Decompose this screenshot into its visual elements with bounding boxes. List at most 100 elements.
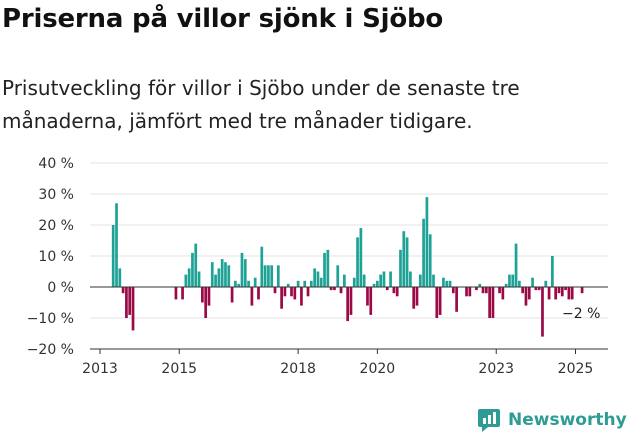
bar: [544, 280, 548, 287]
bar: [359, 228, 363, 287]
bars: [111, 197, 584, 337]
bar: [442, 277, 445, 287]
bar: [488, 287, 491, 318]
bar: [554, 287, 558, 300]
bar: [128, 287, 132, 315]
bar: [508, 274, 511, 287]
bar: [428, 234, 432, 287]
bar: [276, 265, 280, 287]
y-tick-label: 40 %: [38, 156, 74, 172]
bar: [283, 287, 287, 297]
bar: [230, 287, 234, 303]
bar: [257, 287, 260, 300]
bar: [478, 283, 482, 287]
bar: [402, 231, 406, 287]
bar: [121, 287, 125, 294]
bar: [273, 287, 277, 294]
bar: [214, 274, 217, 287]
gridlines: −20 % −10 % 0 % 10 % 20 % 30 % 40 %: [27, 156, 608, 358]
bar: [313, 268, 316, 287]
bar: [392, 287, 396, 294]
axes: 2013 2015 2018 2020 2023 2025: [82, 286, 608, 377]
bar: [425, 197, 429, 287]
bar: [531, 277, 534, 287]
bar: [220, 259, 224, 287]
bar: [253, 277, 257, 287]
bar: [465, 287, 468, 297]
bar: [445, 280, 449, 287]
bar: [349, 287, 353, 315]
bar: [207, 287, 211, 306]
bar: [481, 287, 485, 294]
bar: [224, 262, 227, 287]
bar: [547, 287, 551, 300]
bar: [527, 287, 531, 300]
bar: [194, 243, 198, 287]
bar: [475, 287, 478, 291]
bar: [184, 274, 188, 287]
bar: [511, 274, 515, 287]
bar: [369, 287, 373, 315]
bar: [379, 274, 383, 287]
bar: [356, 237, 359, 287]
bar: [352, 277, 356, 287]
bar: [296, 280, 300, 287]
logo-text: Newsworthy: [508, 410, 627, 430]
bar: [191, 252, 194, 287]
bar: [346, 287, 350, 322]
bar: [501, 287, 505, 300]
bar: [415, 287, 419, 306]
bar: [210, 262, 214, 287]
bar: [518, 280, 521, 287]
bar: [204, 287, 208, 318]
bar: [435, 287, 439, 318]
newsworthy-logo: Newsworthy: [476, 407, 627, 433]
bar: [187, 268, 191, 287]
bar: [270, 265, 274, 287]
bar: [111, 225, 115, 287]
bar: [263, 265, 267, 287]
bar: [484, 287, 488, 294]
bar: [336, 265, 340, 287]
bar-chart-icon: [478, 409, 500, 432]
bar: [372, 283, 376, 287]
bar: [418, 274, 422, 287]
x-tick-label: 2020: [360, 361, 396, 377]
x-tick-label: 2013: [82, 361, 118, 377]
y-tick-label: −10 %: [27, 311, 74, 327]
bar: [125, 287, 128, 318]
bar: [405, 237, 409, 287]
bar: [376, 280, 379, 287]
x-tick-label: 2015: [161, 361, 197, 377]
bar: [240, 252, 244, 287]
bar: [323, 252, 326, 287]
bar: [455, 287, 458, 312]
bar: [197, 271, 201, 287]
y-tick-label: 10 %: [38, 249, 74, 265]
x-tick-label: 2023: [478, 361, 514, 377]
bar: [303, 280, 307, 287]
last-value-label: −2 %: [562, 306, 600, 322]
bar: [432, 274, 435, 287]
bar: [343, 274, 346, 287]
bar: [115, 203, 118, 287]
bar: [382, 271, 386, 287]
x-tick-label: 2018: [280, 361, 316, 377]
bar: [290, 287, 293, 297]
bar: [399, 249, 402, 287]
bar: [247, 280, 250, 287]
bar: [570, 287, 574, 300]
bar: [339, 287, 343, 294]
bar: [366, 287, 369, 306]
bar: [131, 287, 135, 331]
y-tick-label: −20 %: [27, 342, 74, 358]
bar: [409, 271, 412, 287]
bar: [267, 265, 270, 287]
bar: [468, 287, 472, 297]
bar: [118, 268, 122, 287]
bar: [201, 287, 204, 303]
x-tick-label: 2025: [558, 361, 594, 377]
bar: [534, 287, 538, 291]
bar: [451, 287, 455, 294]
bar: [438, 287, 442, 315]
